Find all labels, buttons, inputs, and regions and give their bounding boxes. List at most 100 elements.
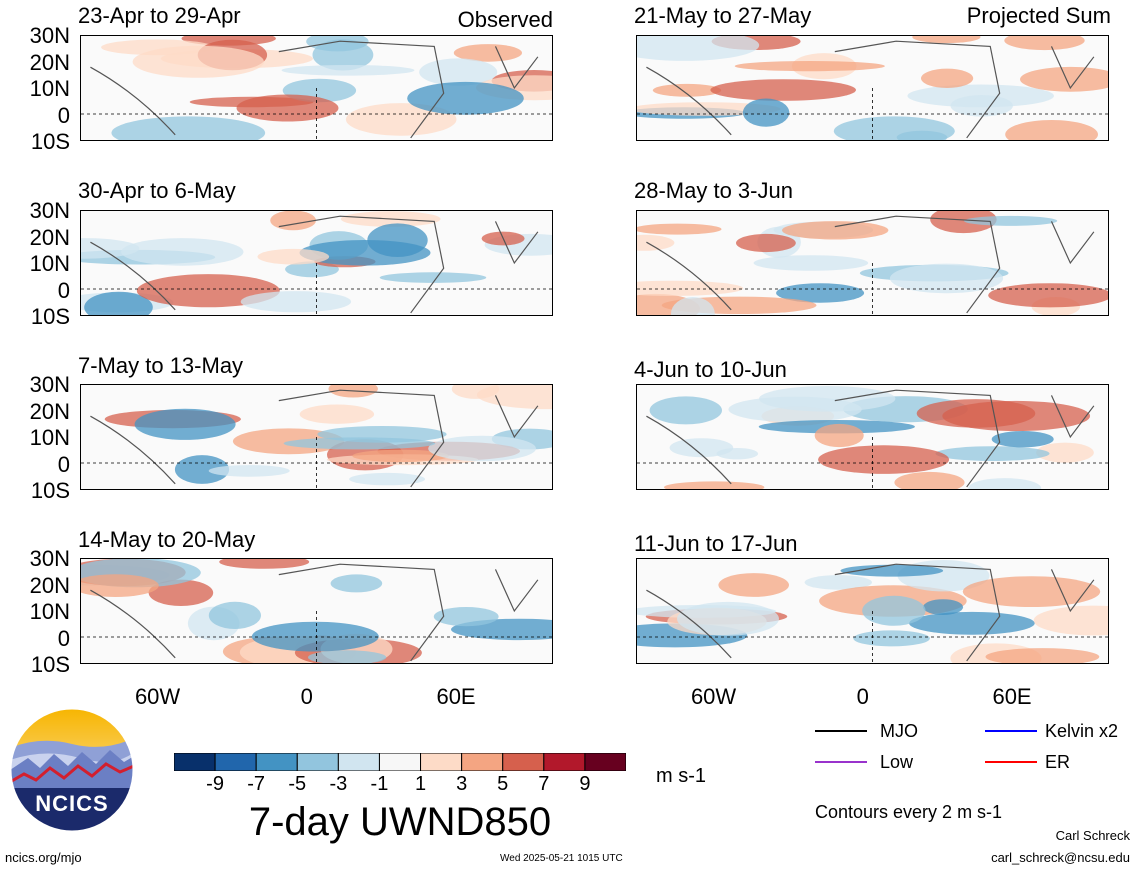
legend-label-low: Low (880, 752, 914, 772)
colorbar-tick-label: -7 (247, 773, 266, 795)
coastline (90, 40, 539, 139)
panel-title: 4-Jun to 10-Jun (634, 357, 787, 382)
anomaly-shading (814, 423, 864, 448)
coastline (90, 563, 539, 662)
anomaly-shading (759, 386, 896, 412)
anomaly-shading (652, 83, 722, 97)
anomaly-shading (84, 291, 153, 315)
anomaly-shading (782, 221, 889, 240)
lat-label: 10S (30, 652, 70, 677)
anomaly-shading (862, 595, 926, 626)
panel-title: 23-Apr to 29-Apr (78, 3, 241, 28)
lat-label: 20N (29, 224, 70, 250)
anomaly-shading (637, 234, 675, 251)
colorbar-swatch (584, 752, 627, 772)
author-email: carl_schreck@ncsu.edu (991, 850, 1130, 865)
colorbar-swatch (214, 752, 257, 772)
timestamp: Wed 2025-05-21 1015 UTC (500, 853, 623, 864)
colorbar-units: m s-1 (656, 765, 706, 787)
anomaly-shading (664, 481, 765, 489)
anomaly-shading (988, 283, 1108, 308)
anomaly-shading (208, 465, 290, 477)
anomaly-shading (330, 574, 383, 593)
panel-tag: Projected Sum (966, 3, 1111, 28)
panel-title: 28-May to 3-Jun (634, 178, 793, 203)
anomaly-shading (345, 103, 457, 136)
colorbar-tick-label: -9 (206, 773, 224, 795)
anomaly-shading (962, 576, 1101, 607)
colorbar-swatch (543, 752, 586, 772)
anomaly-shading (352, 449, 449, 463)
lat-label: 30N (29, 372, 70, 397)
map-area (636, 210, 1109, 316)
anomaly-shading (240, 291, 352, 313)
colorbar-tick-label: 1 (414, 773, 427, 795)
anomaly-shading (433, 607, 499, 627)
anomaly-shading (257, 248, 330, 265)
lat-label: 10N (29, 599, 70, 624)
anomaly-shading (308, 650, 387, 663)
anomaly-shading (985, 648, 1100, 663)
anomaly-shading (637, 36, 760, 61)
lon-label: 0 (300, 684, 313, 709)
panel-title: 21-May to 27-May (634, 3, 812, 28)
anomaly-shading (299, 404, 375, 424)
legend-label-kelvin: Kelvin x2 (1045, 721, 1119, 741)
colorbar-tick-label: 3 (456, 773, 468, 795)
colorbar-tick-label: -1 (370, 773, 389, 795)
anomaly-shading (132, 45, 264, 78)
anomaly-shading (853, 630, 930, 647)
panel-title: 30-Apr to 6-May (78, 178, 236, 203)
anomaly-shading (121, 238, 244, 266)
lat-label: 30N (29, 198, 70, 223)
anomaly-shading (270, 211, 316, 231)
anomaly-shading (419, 58, 498, 86)
anomaly-shading (753, 255, 869, 271)
anomaly-shading (677, 601, 779, 636)
anomaly-shading (964, 215, 1058, 226)
anomaly-shading (991, 431, 1054, 448)
coastline (646, 389, 1095, 488)
anomaly-shading (833, 116, 955, 140)
lat-label: 0 (57, 277, 70, 303)
map-area (636, 384, 1109, 490)
anomaly-shading (283, 437, 436, 450)
colorbar-tick-label: -5 (288, 773, 307, 795)
ncics-logo: NCICS (10, 708, 134, 832)
legend-label-er: ER (1045, 752, 1071, 772)
anomaly-shading (671, 297, 715, 315)
lon-label: 60E (436, 684, 476, 709)
anomaly-shading (1004, 36, 1085, 51)
anomaly-shading (742, 98, 790, 127)
anomaly-shading (921, 68, 974, 88)
anomaly-shading (251, 621, 379, 652)
anomaly-shading (912, 36, 981, 44)
anomaly-shading (1036, 442, 1094, 463)
map-area (80, 210, 553, 316)
lat-label: 20N (29, 572, 70, 598)
author: Carl Schreck (1055, 828, 1130, 843)
map-area (80, 35, 553, 141)
panel-title: 7-May to 13-May (78, 353, 244, 378)
map-area (636, 558, 1109, 664)
lat-label: 10N (29, 251, 70, 276)
anomaly-shading (208, 601, 261, 629)
colorbar-swatch (461, 752, 504, 772)
anomaly-shading (134, 408, 236, 440)
lat-label: 10N (29, 76, 70, 101)
anomaly-shading (736, 233, 796, 253)
anomaly-shading (81, 238, 140, 259)
anomaly-shading (649, 396, 722, 425)
anomaly-shading (923, 599, 964, 615)
lat-label: 0 (57, 625, 70, 651)
coastline (646, 563, 1095, 662)
anomaly-shading (428, 435, 536, 462)
colorbar-swatch (255, 752, 298, 772)
lat-label: 10N (29, 425, 70, 450)
anomaly-shading (894, 471, 965, 489)
colorbar-tick-label: -3 (329, 773, 348, 795)
anomaly-shading (81, 574, 159, 597)
anomaly-shading (1033, 605, 1108, 636)
legend-label-mjo: MJO (880, 721, 918, 741)
colorbar-swatch (420, 752, 463, 772)
